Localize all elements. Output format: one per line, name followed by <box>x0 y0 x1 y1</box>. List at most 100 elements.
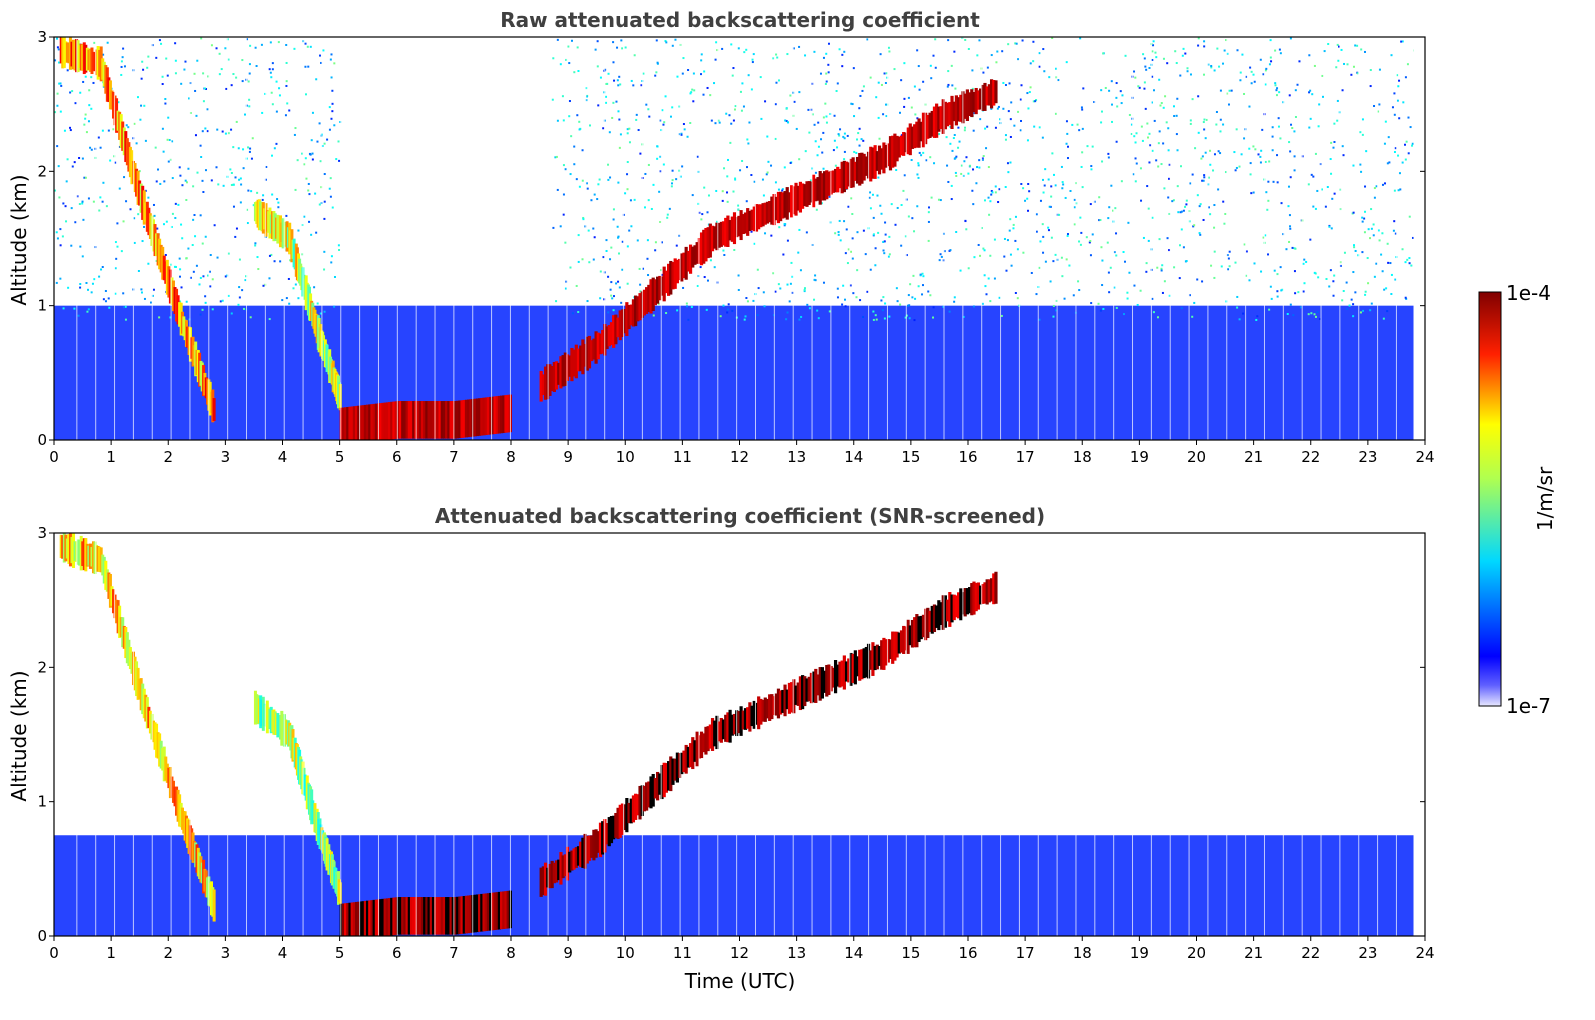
cloud-cell <box>99 46 103 82</box>
cloud-cell <box>581 339 585 375</box>
noise-speckle <box>843 137 846 140</box>
noise-speckle <box>551 98 554 101</box>
cloud-cell <box>805 181 809 207</box>
cloud-cell <box>746 707 750 729</box>
noise-speckle <box>220 68 223 71</box>
noise-speckle <box>975 182 978 185</box>
noise-speckle <box>1268 63 1271 66</box>
noise-speckle <box>87 120 90 123</box>
cloud-cell <box>155 723 159 758</box>
cloud-cell <box>675 259 679 284</box>
noise-speckle <box>728 114 731 117</box>
noise-speckle <box>1173 114 1176 117</box>
noise-speckle <box>567 45 570 48</box>
cloud-cell <box>116 110 120 131</box>
noise-speckle <box>760 117 763 120</box>
noise-speckle <box>202 72 205 75</box>
cloud-cell <box>115 599 119 624</box>
noise-speckle <box>1392 229 1395 232</box>
noise-speckle <box>1029 62 1032 65</box>
noise-speckle <box>240 183 243 186</box>
noise-speckle <box>952 137 955 140</box>
noise-speckle <box>58 61 61 64</box>
noise-speckle <box>1325 277 1328 280</box>
noise-speckle <box>1142 236 1145 239</box>
noise-speckle <box>1401 248 1404 251</box>
x-tick-label: 15 <box>901 448 920 466</box>
y-tick-label: 1 <box>37 793 47 811</box>
noise-speckle <box>1288 214 1291 217</box>
noise-speckle <box>827 71 830 74</box>
cloud-cell <box>675 752 679 783</box>
noise-speckle <box>1316 311 1319 314</box>
noise-speckle <box>879 53 882 56</box>
noise-speckle <box>589 124 592 127</box>
cloud-cell <box>785 187 789 220</box>
boundary-layer-cell <box>407 897 411 935</box>
noise-speckle <box>331 102 334 105</box>
noise-speckle <box>1035 293 1038 296</box>
cloud-cell <box>719 221 723 247</box>
noise-speckle <box>921 272 924 275</box>
cloud-cell <box>752 206 756 232</box>
noise-speckle <box>836 296 839 299</box>
cloud-cell <box>783 191 787 218</box>
cloud-cell <box>127 142 131 172</box>
noise-speckle <box>696 155 699 158</box>
noise-speckle <box>637 129 640 132</box>
cloud-cell <box>748 702 752 732</box>
noise-speckle <box>224 132 227 135</box>
noise-speckle <box>652 183 655 186</box>
noise-speckle <box>1143 81 1146 84</box>
noise-speckle <box>568 100 571 103</box>
noise-speckle <box>804 150 807 153</box>
x-tick-label: 13 <box>787 448 806 466</box>
noise-speckle <box>734 105 737 108</box>
noise-speckle <box>851 103 854 106</box>
boundary-layer-cell <box>396 897 400 935</box>
noise-speckle <box>1293 155 1296 158</box>
noise-speckle <box>607 163 610 166</box>
noise-speckle <box>982 71 985 74</box>
noise-speckle <box>99 146 102 149</box>
cloud-cell <box>838 168 842 189</box>
noise-speckle <box>254 46 257 49</box>
noise-speckle <box>877 176 880 179</box>
noise-speckle <box>1260 149 1263 152</box>
noise-speckle <box>596 40 599 43</box>
cloud-cell <box>691 737 695 770</box>
noise-speckle <box>895 169 898 172</box>
noise-speckle <box>1009 161 1012 164</box>
cloud-cell <box>178 794 182 827</box>
noise-speckle <box>1054 184 1057 187</box>
noise-speckle <box>1302 262 1305 265</box>
noise-speckle <box>1227 268 1230 271</box>
noise-speckle <box>1151 58 1154 61</box>
cloud-cell <box>72 39 76 70</box>
noise-speckle <box>881 309 884 312</box>
cloud-cell <box>994 80 998 104</box>
noise-speckle <box>1090 168 1093 171</box>
cloud-cell <box>853 161 857 181</box>
cloud-cell <box>539 370 543 402</box>
cloud-cell <box>682 252 686 279</box>
noise-speckle <box>230 171 233 174</box>
noise-speckle <box>1038 65 1041 68</box>
noise-speckle <box>1175 114 1178 117</box>
noise-speckle <box>570 135 573 138</box>
noise-speckle <box>1080 106 1083 109</box>
boundary-layer-cell <box>350 902 354 936</box>
noise-speckle <box>59 82 62 85</box>
noise-speckle <box>1333 122 1336 125</box>
noise-speckle <box>1352 65 1355 68</box>
x-tick-label: 8 <box>506 944 516 962</box>
cloud-cell <box>541 866 545 896</box>
noise-speckle <box>329 58 332 61</box>
noise-speckle <box>1203 176 1206 179</box>
noise-speckle <box>163 180 166 183</box>
noise-speckle <box>1249 173 1252 176</box>
noise-speckle <box>1138 86 1141 89</box>
cloud-cell <box>693 245 697 265</box>
boundary-layer-cell <box>473 894 477 933</box>
